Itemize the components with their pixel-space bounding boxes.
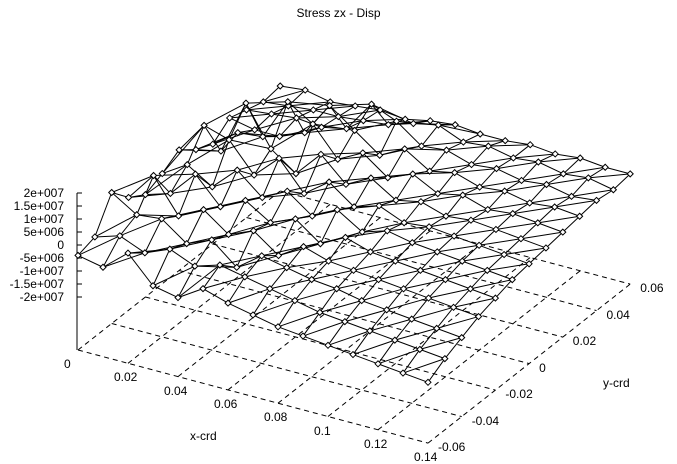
z-tick-label: -5e+006 — [0, 252, 64, 264]
z-tick-label: 2e+007 — [0, 187, 64, 199]
y-tick-label: -0.02 — [505, 388, 532, 400]
z-tick-label: 1.5e+007 — [0, 200, 64, 212]
y-tick-label: 0.06 — [640, 282, 663, 294]
y-tick-label: -0.06 — [438, 441, 465, 453]
x-tick-label: 0.14 — [414, 451, 437, 463]
x-axis-title: x-crd — [190, 430, 217, 442]
z-axis — [77, 193, 82, 350]
y-tick-label: 0.02 — [573, 335, 596, 347]
y-axis-title: y-crd — [603, 377, 630, 389]
y-tick-label: -0.04 — [472, 415, 499, 427]
x-tick-label: 0 — [64, 358, 71, 370]
z-tick-label: 1e+007 — [0, 213, 64, 225]
x-tick-label: 0.06 — [214, 398, 237, 410]
z-tick-label: 0 — [0, 239, 64, 251]
y-tick-label: 0.04 — [607, 309, 630, 321]
z-tick-label: -2e+007 — [0, 291, 64, 303]
z-tick-label: -1e+007 — [0, 265, 64, 277]
x-tick-label: 0.08 — [264, 411, 287, 423]
z-tick-label: -1.5e+007 — [0, 278, 64, 290]
x-tick-label: 0.1 — [314, 425, 331, 437]
z-tick-label: 5e+006 — [0, 226, 64, 238]
x-tick-label: 0.04 — [164, 385, 187, 397]
x-tick-label: 0.02 — [114, 371, 137, 383]
floor-grid — [78, 191, 630, 443]
x-tick-label: 0.12 — [364, 438, 387, 450]
y-tick-label: 0 — [539, 362, 546, 374]
